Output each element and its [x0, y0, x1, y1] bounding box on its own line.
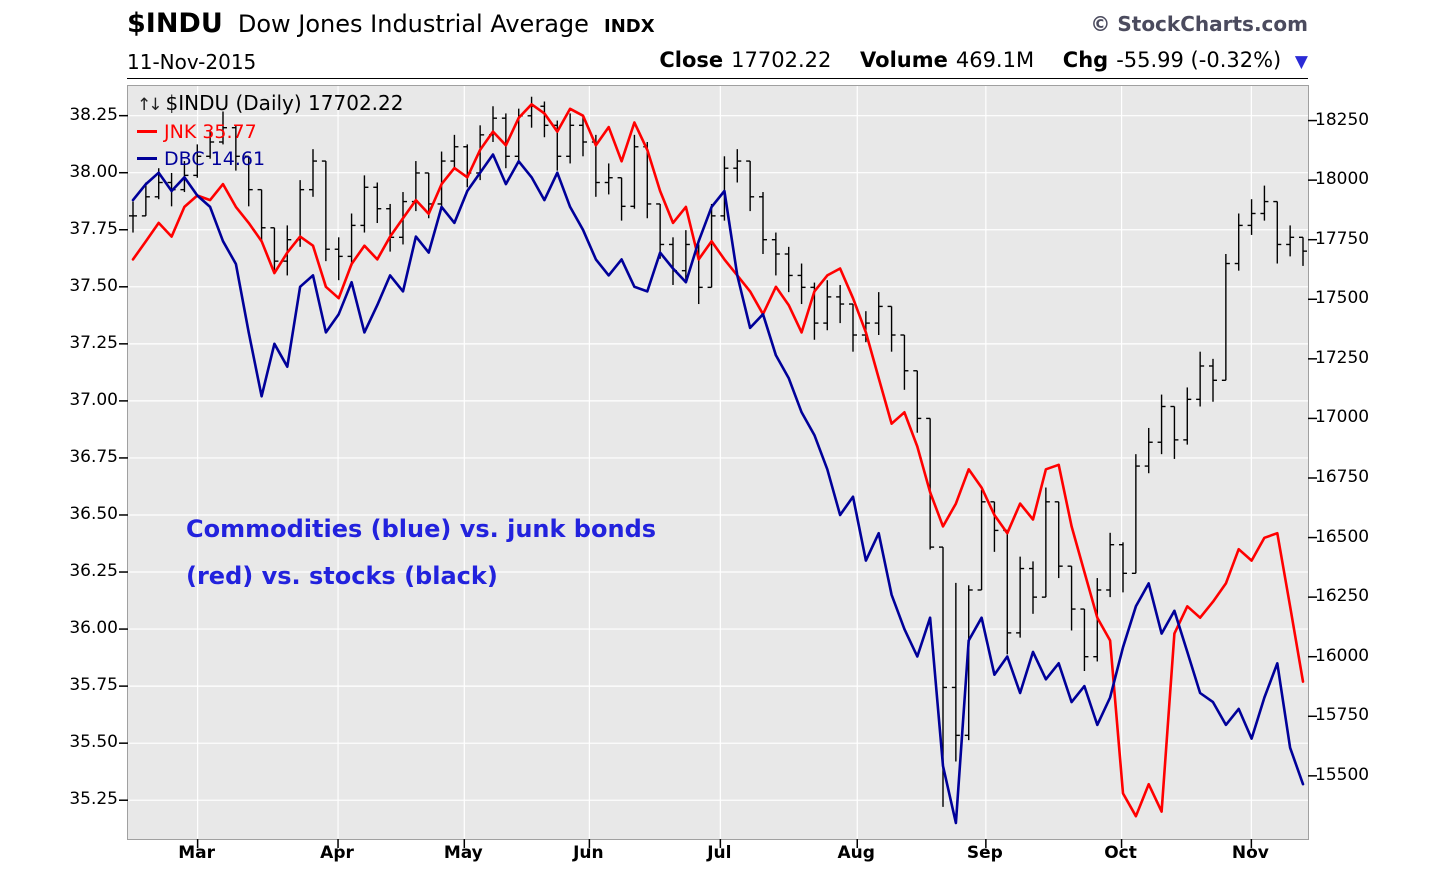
left-axis-tick-label: 36.25	[69, 561, 118, 582]
left-axis-tick-label: 37.25	[69, 332, 118, 353]
chart-plot-area	[119, 85, 1317, 848]
left-axis-tick-label: 37.00	[69, 389, 118, 410]
dbc-line-swatch	[137, 156, 157, 160]
stockcharts-watermark: © StockCharts.com	[1090, 12, 1308, 36]
price-plot-svg	[119, 86, 1317, 848]
legend-item-dbc: DBC 14.61	[137, 146, 403, 173]
legend-item-label: DBC 14.61	[164, 148, 266, 170]
change-value: -55.99 (-0.32%)	[1116, 48, 1282, 72]
ticker-symbol: $INDU	[127, 8, 223, 39]
close-value: 17702.22	[731, 48, 832, 72]
legend-main-row: ↑↓ $INDU (Daily) 17702.22	[137, 90, 403, 119]
right-axis: 18250 18000 17750 17500 17250 17000 16750 16500…	[1315, 85, 1425, 838]
quote-stats: Close 17702.22 Volume 469.1M Chg -55.99 (-0…	[659, 48, 1308, 72]
x-axis-tick-label: Aug	[837, 843, 875, 863]
x-axis-tick-label: Jun	[573, 843, 604, 863]
series-dbc-line	[131, 153, 1305, 825]
left-axis-tick-label: 35.75	[69, 675, 118, 696]
ticker-exchange: INDX	[604, 16, 655, 37]
right-axis-tick-label: 17500	[1315, 288, 1370, 309]
gridlines	[128, 86, 1308, 839]
ticker-name: Dow Jones Industrial Average	[237, 10, 589, 38]
quote-summary-row: 11-Nov-2015 Close 17702.22 Volume 469.1M C…	[127, 48, 1308, 79]
right-axis-tick-label: 15750	[1315, 705, 1370, 726]
left-axis-tick-label: 38.25	[69, 104, 118, 125]
left-axis-tick-label: 36.50	[69, 503, 118, 524]
x-axis-tick-label: May	[443, 843, 483, 863]
x-axis-tick-label: Mar	[178, 843, 215, 863]
left-axis-tick-label: 35.50	[69, 732, 118, 753]
chart-header: $INDU Dow Jones Industrial Average INDX …	[127, 8, 1308, 44]
legend-item-jnk: JNK 35.77	[137, 119, 403, 146]
right-axis-tick-label: 18000	[1315, 169, 1370, 190]
change-label: Chg	[1062, 48, 1109, 72]
left-axis-tick-label: 36.75	[69, 446, 118, 467]
volume-label: Volume	[860, 48, 948, 72]
close-label: Close	[659, 48, 724, 72]
right-axis-tick-label: 17750	[1315, 228, 1370, 249]
annotation-line-2: (red) vs. stocks (black)	[186, 562, 498, 590]
legend-main-label: $INDU (Daily) 17702.22	[165, 91, 404, 115]
left-axis-tick-label: 37.50	[69, 275, 118, 296]
right-axis-tick-label: 18250	[1315, 109, 1370, 130]
chart-date: 11-Nov-2015	[127, 50, 257, 74]
scale-toggle-icon[interactable]: ↑↓	[137, 95, 162, 115]
annotation-line-1: Commodities (blue) vs. junk bonds	[186, 515, 657, 543]
chart-legend: ↑↓ $INDU (Daily) 17702.22 JNK 35.77 DBC 1…	[137, 90, 403, 173]
right-axis-tick-label: 17000	[1315, 407, 1370, 428]
x-axis: Mar Apr May Jun Jul Aug Sep Oct Nov	[127, 843, 1307, 871]
left-axis-tick-label: 37.75	[69, 218, 118, 239]
x-axis-tick-label: Sep	[966, 843, 1003, 863]
x-axis-tick-label: Oct	[1104, 843, 1137, 863]
legend-item-label: JNK 35.77	[164, 121, 257, 143]
x-axis-tick-label: Jul	[707, 843, 732, 863]
x-axis-tick-label: Apr	[320, 843, 354, 863]
right-axis-tick-label: 16000	[1315, 645, 1370, 666]
left-axis-tick-label: 36.00	[69, 618, 118, 639]
left-axis-tick-label: 38.00	[69, 161, 118, 182]
left-axis-tick-label: 35.25	[69, 789, 118, 810]
x-axis-tick-label: Nov	[1231, 843, 1269, 863]
series-indu-ohlc-bars	[129, 96, 1307, 807]
left-axis: 38.25 38.00 37.75 37.50 37.25 37.00 36.75 36.50…	[18, 85, 118, 838]
series-jnk-line	[131, 102, 1305, 818]
right-axis-tick-label: 17250	[1315, 347, 1370, 368]
axis-ticks	[119, 114, 1317, 848]
right-axis-tick-label: 16250	[1315, 586, 1370, 607]
right-axis-tick-label: 15500	[1315, 764, 1370, 785]
right-axis-tick-label: 16750	[1315, 466, 1370, 487]
right-axis-tick-label: 16500	[1315, 526, 1370, 547]
volume-value: 469.1M	[955, 48, 1035, 72]
jnk-line-swatch	[137, 129, 157, 133]
change-down-icon: ▼	[1294, 52, 1308, 72]
chart-annotation: Commodities (blue) vs. junk bonds (red) …	[186, 506, 656, 600]
